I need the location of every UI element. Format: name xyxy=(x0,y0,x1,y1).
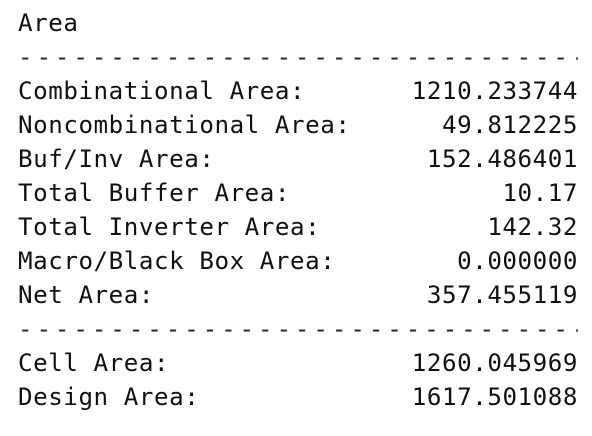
row-value: 1617.501088 xyxy=(411,383,578,411)
row-buf-inv-area: Buf/Inv Area: 152.486401 xyxy=(18,142,578,176)
row-value: 142.32 xyxy=(487,213,578,241)
row-label: Total Buffer Area: xyxy=(18,179,291,207)
row-label: Buf/Inv Area: xyxy=(18,145,215,173)
row-label: Total Inverter Area: xyxy=(18,213,321,241)
row-label: Net Area: xyxy=(18,281,155,309)
row-value: 0.000000 xyxy=(457,247,578,275)
row-total-inverter-area: Total Inverter Area: 142.32 xyxy=(18,210,578,244)
row-value: 1260.045969 xyxy=(411,349,578,377)
row-value: 1210.233744 xyxy=(411,77,578,105)
divider-top: ------------------------------------- xyxy=(18,43,578,71)
report-title: Area xyxy=(18,9,79,37)
row-label: Noncombinational Area: xyxy=(18,111,351,139)
row-label: Design Area: xyxy=(18,383,200,411)
divider-bottom: ------------------------------------- xyxy=(18,315,578,343)
row-noncombinational-area: Noncombinational Area: 49.812225 xyxy=(18,108,578,142)
row-net-area: Net Area: 357.455119 xyxy=(18,278,578,312)
row-value: 10.17 xyxy=(502,179,578,207)
row-label: Cell Area: xyxy=(18,349,170,377)
row-value: 152.486401 xyxy=(426,145,578,173)
row-value: 357.455119 xyxy=(426,281,578,309)
row-label: Macro/Black Box Area: xyxy=(18,247,336,275)
row-total-buffer-area: Total Buffer Area: 10.17 xyxy=(18,176,578,210)
row-cell-area: Cell Area: 1260.045969 xyxy=(18,346,578,380)
area-report: Area -----------------------------------… xyxy=(18,6,578,414)
row-design-area: Design Area: 1617.501088 xyxy=(18,380,578,414)
row-label: Combinational Area: xyxy=(18,77,306,105)
row-value: 49.812225 xyxy=(441,111,578,139)
row-macro-black-box-area: Macro/Black Box Area: 0.000000 xyxy=(18,244,578,278)
row-combinational-area: Combinational Area: 1210.233744 xyxy=(18,74,578,108)
